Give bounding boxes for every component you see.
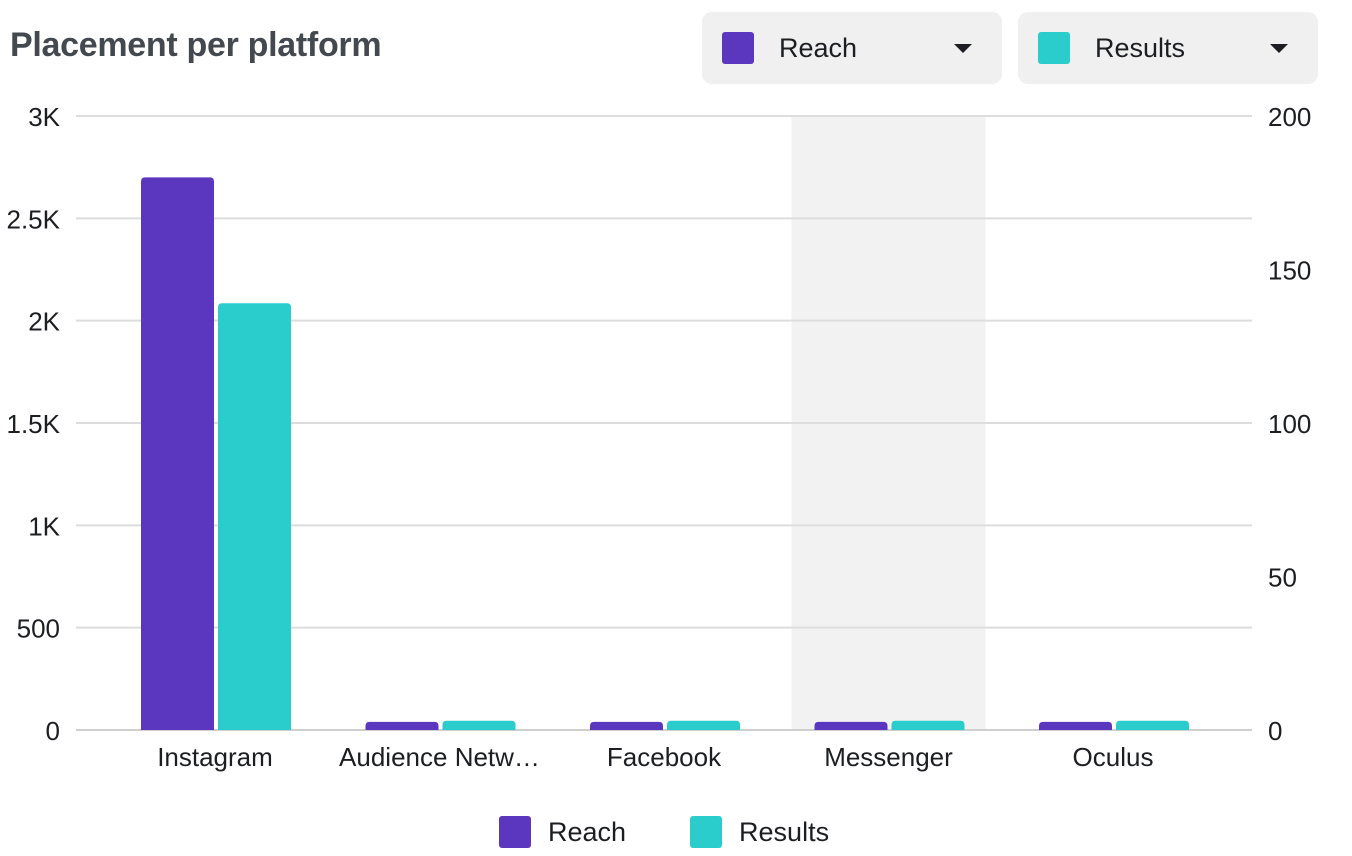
y-left-tick-label: 2K (28, 307, 60, 337)
bar-reach-0 (141, 177, 214, 730)
legend-item-reach[interactable]: Reach (499, 816, 626, 848)
y-left-tick-label: 0 (46, 716, 60, 746)
legend-label-results: Results (739, 816, 830, 847)
y-right-tick-label: 0 (1268, 716, 1282, 746)
y-right-tick-label: 100 (1268, 409, 1311, 439)
reach-dropdown-label: Reach (779, 33, 858, 63)
bar-results-1 (442, 720, 516, 730)
x-tick-label: Messenger (824, 742, 953, 772)
bar-results-0 (218, 303, 291, 730)
y-left-tick-label: 1.5K (7, 409, 61, 439)
y-left-tick-label: 2.5K (7, 204, 61, 234)
bar-results-4 (1116, 720, 1189, 730)
bar-reach-3 (814, 721, 888, 730)
bar-results-3 (891, 720, 965, 730)
x-tick-label: Instagram (157, 742, 273, 772)
bar-reach-4 (1039, 721, 1112, 730)
results-dropdown-label: Results (1095, 33, 1186, 63)
results-color-swatch (1038, 32, 1070, 64)
legend-item-results[interactable]: Results (690, 816, 829, 848)
x-tick-label: Oculus (1073, 742, 1154, 772)
chevron-down-icon (1270, 44, 1288, 53)
chart-title: Placement per platform (10, 26, 382, 64)
bar-reach-2 (590, 721, 663, 730)
x-tick-label: Facebook (607, 742, 722, 772)
x-tick-label: Audience Netw… (339, 742, 540, 772)
y-right-tick-label: 50 (1268, 563, 1297, 593)
bar-results-2 (667, 720, 740, 730)
chart-legend: Reach Results (499, 816, 893, 848)
results-metric-dropdown[interactable]: Results (1018, 12, 1318, 84)
reach-color-swatch (722, 32, 754, 64)
y-left-tick-label: 3K (28, 102, 60, 132)
legend-swatch-reach (499, 816, 531, 848)
legend-swatch-results (690, 816, 723, 848)
legend-label-reach: Reach (548, 816, 627, 847)
y-left-tick-label: 1K (28, 511, 60, 541)
reach-metric-dropdown[interactable]: Reach (702, 12, 1002, 84)
chevron-down-icon (954, 44, 972, 53)
y-left-tick-label: 500 (17, 614, 60, 644)
y-right-tick-label: 200 (1268, 102, 1311, 132)
y-right-tick-label: 150 (1268, 256, 1311, 286)
bar-reach-1 (365, 721, 439, 730)
